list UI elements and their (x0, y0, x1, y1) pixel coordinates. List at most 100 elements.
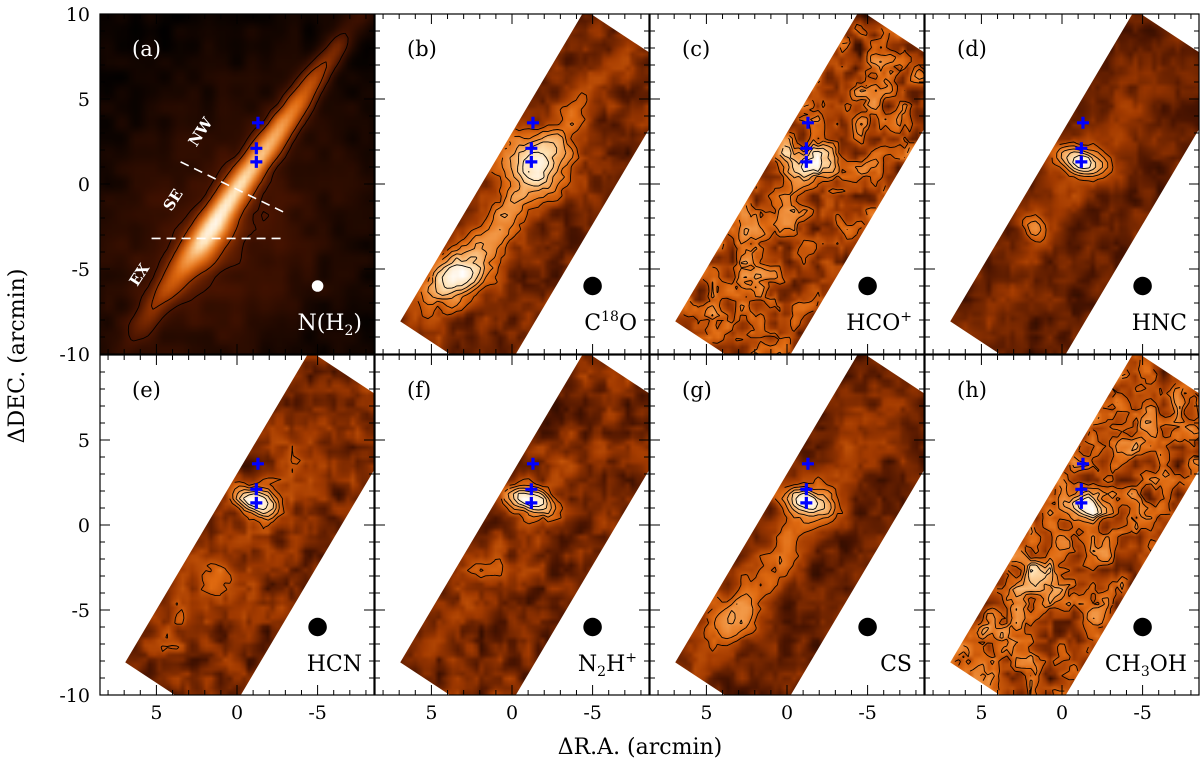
contour-level (232, 485, 280, 521)
y-tick-label: -5 (71, 259, 90, 281)
panel-b: (b) C18O (374, 13, 650, 355)
source-marker (250, 142, 263, 155)
panel-letter: (c) (682, 37, 710, 61)
tick-marks (100, 354, 374, 696)
y-tick-label: -10 (59, 344, 90, 366)
source-marker (250, 155, 263, 168)
contour-level (441, 151, 550, 289)
y-tick-label: 5 (78, 89, 90, 111)
beam-size (308, 617, 327, 637)
tick-marks (650, 13, 924, 355)
y-axis-label: ΔDEC. (arcmin) (5, 269, 30, 444)
x-tick-label: 0 (231, 702, 243, 724)
panel-letter: (f) (407, 378, 431, 402)
molecule-label: N(H2) (297, 311, 362, 339)
contour-level (981, 405, 1181, 639)
source-marker (1076, 116, 1089, 129)
contour-level (954, 359, 1200, 696)
panel-letter: (d) (957, 37, 987, 61)
source-marker (526, 116, 539, 129)
intensity-map (400, 14, 649, 354)
source-marker (800, 496, 813, 509)
intensity-map (675, 355, 924, 695)
source-marker (800, 483, 813, 496)
x-tick-label: 5 (975, 702, 987, 724)
beam-size (858, 276, 877, 296)
contour-level (427, 133, 567, 300)
y-tick-label: -10 (59, 685, 90, 707)
beam-size (858, 617, 877, 637)
source-marker (525, 155, 538, 168)
contour-level (703, 476, 844, 652)
x-tick-label: -5 (858, 702, 877, 724)
contour-level (127, 32, 349, 342)
contour-lines (467, 478, 564, 579)
contour-level (238, 491, 275, 515)
beam-size (1133, 617, 1152, 637)
y-tick-label: 0 (78, 515, 90, 537)
panel-letter: (a) (132, 37, 161, 61)
intensity-map (100, 14, 374, 354)
panel-grid: NWSEEX1050-5-10(a)N(H2)(b)C18O(c)HCO+(d)… (59, 4, 1200, 724)
tick-marks (925, 13, 1199, 355)
tick-marks (650, 354, 924, 696)
contour-lines (683, 23, 925, 355)
source-marker (525, 483, 538, 496)
source-marker (526, 457, 539, 470)
source-marker (801, 457, 814, 470)
tick-marks (100, 13, 374, 355)
source-marker (1075, 496, 1088, 509)
contour-level (1072, 155, 1092, 170)
contour-level (151, 61, 328, 310)
tick-marks (375, 13, 649, 355)
tick-marks (925, 354, 1199, 696)
x-axis-label: ΔR.A. (arcmin) (558, 735, 723, 760)
source-marker (1075, 142, 1088, 155)
source-marker (1075, 483, 1088, 496)
beam-size (583, 617, 602, 637)
y-tick-label: 0 (78, 174, 90, 196)
y-tick-label: 5 (78, 430, 90, 452)
contour-lines (160, 445, 301, 652)
source-marker (250, 483, 263, 496)
x-tick-label: 0 (506, 702, 518, 724)
contour-level (160, 445, 301, 652)
source-marker (800, 155, 813, 168)
panel-h: 5 0 -5 (h) CH3OH (924, 354, 1200, 724)
panel-letter: (e) (132, 378, 161, 402)
contour-level (791, 490, 826, 514)
molecule-label: N2H+ (578, 650, 637, 680)
contour-level (434, 141, 558, 296)
y-tick-label: -5 (71, 600, 90, 622)
intensity-map (950, 14, 1199, 354)
x-tick-label: 0 (1056, 702, 1068, 724)
source-marker (800, 142, 813, 155)
x-tick-label: -5 (308, 702, 327, 724)
contour-level (243, 493, 269, 511)
contour-level (1027, 145, 1109, 237)
contour-level (704, 42, 925, 355)
source-marker (251, 116, 264, 129)
source-marker (525, 496, 538, 509)
contour-level (683, 23, 925, 355)
tick-marks (375, 354, 649, 696)
panel-letter: (h) (957, 378, 987, 402)
contour-level (417, 92, 588, 320)
contour-level (420, 122, 575, 309)
panel-e: 5 0 -5 5 0 -5 -10 (e) HCN (59, 354, 375, 724)
x-tick-label: -5 (583, 702, 602, 724)
y-tick-label: 10 (66, 4, 90, 26)
x-tick-label: 5 (150, 702, 162, 724)
source-marker (1075, 155, 1088, 168)
molecule-label: C18O (584, 309, 637, 336)
panel-c: (c) HCO+ (649, 13, 925, 355)
contour-level (1060, 148, 1104, 175)
contour-level (713, 486, 836, 640)
contour-level (1027, 493, 1103, 588)
contour-lines (417, 92, 588, 320)
beam-size (1133, 276, 1152, 296)
intensity-map (125, 355, 374, 695)
contour-level (503, 484, 557, 518)
x-tick-label: -5 (1133, 702, 1152, 724)
